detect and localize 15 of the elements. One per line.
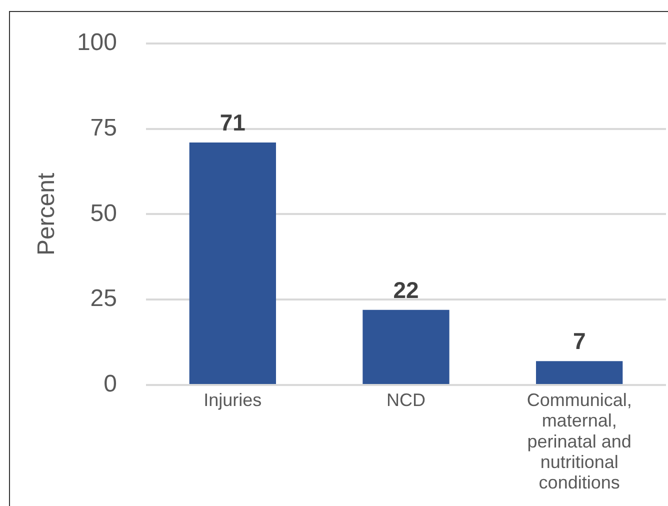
y-tick-label: 0	[104, 370, 117, 398]
x-tick-label: NCD	[386, 390, 426, 410]
x-tick-label: Communical, maternal, perinatal and nutritional conditions	[526, 390, 632, 492]
data-label: 7	[572, 328, 586, 354]
y-tick-label: 75	[90, 114, 117, 142]
data-label: 71	[220, 109, 246, 136]
x-tick-label: Injuries	[204, 390, 262, 410]
y-axis-title: Percent	[33, 172, 60, 256]
bar	[362, 310, 450, 384]
y-tick-label: 50	[90, 200, 117, 227]
bar	[536, 361, 623, 384]
y-tick-label: 100	[76, 29, 117, 56]
bar	[189, 142, 276, 384]
y-tick-label: 25	[90, 285, 117, 312]
data-label: 22	[393, 276, 419, 303]
